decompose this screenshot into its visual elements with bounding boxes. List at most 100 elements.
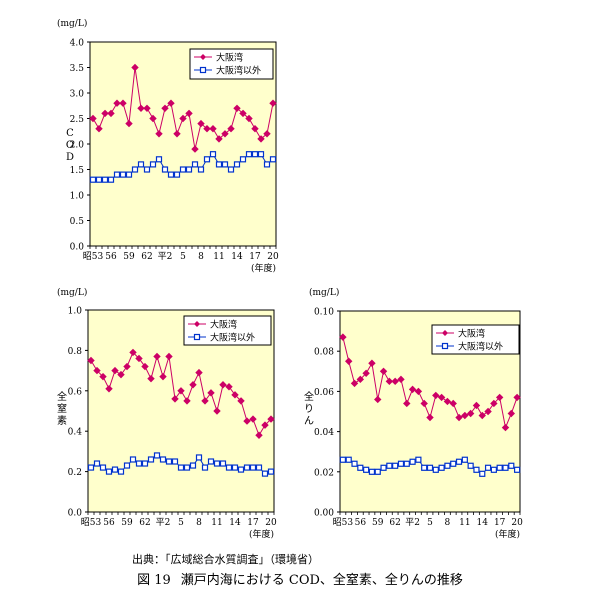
data-point (107, 176, 115, 183)
legend-label: 大阪湾 (458, 328, 485, 340)
data-point (426, 413, 434, 422)
legend-box (189, 48, 274, 80)
data-point (267, 415, 275, 423)
x-tick-label: 17 (249, 252, 261, 262)
data-point (107, 109, 115, 118)
legend-marker (442, 330, 448, 336)
data-point (89, 176, 97, 183)
x-tick-label: 59 (123, 252, 135, 262)
data-point (386, 462, 393, 469)
data-point (137, 104, 145, 113)
data-point (185, 109, 193, 118)
data-point (455, 458, 463, 465)
x-tick-label: 昭53 (83, 251, 104, 262)
data-point (161, 166, 169, 173)
data-point (239, 109, 247, 118)
data-point (131, 63, 139, 72)
data-point (490, 399, 498, 408)
data-point (117, 468, 125, 475)
data-point (89, 114, 97, 123)
data-point (261, 421, 269, 429)
data-point (203, 156, 211, 163)
data-point (155, 130, 163, 138)
x-tick-label: 昭53 (333, 517, 354, 528)
y-tick-label: 0.08 (314, 348, 334, 358)
data-point (443, 397, 452, 406)
data-point (237, 466, 245, 473)
data-point (350, 379, 359, 388)
y-axis-label-char: O (66, 140, 74, 151)
data-point (261, 470, 269, 477)
data-point (496, 464, 503, 471)
data-point (490, 466, 497, 473)
x-tick-label: 平2 (405, 517, 420, 528)
x-tick-label: 11 (459, 518, 470, 528)
y-axis-label-char: 窒 (57, 402, 67, 415)
x-tick-label: 62 (141, 252, 152, 262)
data-point (484, 464, 492, 471)
y-axis-label-char: り (304, 403, 314, 415)
data-point (119, 171, 127, 178)
x-unit-label: (年度) (495, 528, 520, 540)
data-point (125, 171, 133, 178)
data-point (129, 456, 137, 463)
data-point (221, 130, 229, 138)
legend-marker (193, 333, 201, 341)
data-point (215, 135, 223, 143)
data-point (345, 357, 353, 365)
y-axis-label-char: 全 (57, 390, 67, 403)
y-tick-label: 0.04 (314, 428, 334, 438)
data-point (143, 166, 151, 173)
data-point (191, 145, 199, 153)
legend-label: 大阪湾以外 (458, 341, 503, 353)
data-point (432, 391, 440, 400)
legend-label: 大阪湾 (216, 52, 243, 64)
data-point (437, 393, 446, 402)
data-point (113, 171, 121, 178)
data-point (339, 456, 347, 463)
data-point (243, 464, 251, 471)
legend-box (431, 324, 520, 355)
x-tick-label: 14 (231, 252, 243, 262)
data-point (105, 468, 113, 475)
data-point (111, 366, 119, 375)
data-point (153, 352, 161, 361)
data-point (380, 464, 387, 471)
data-point (231, 464, 239, 471)
y-unit-label: (mg/L) (57, 18, 87, 29)
data-point (502, 464, 509, 471)
data-point (147, 456, 155, 463)
data-point (473, 466, 480, 473)
y-axis-label-char: C (66, 128, 74, 139)
data-point (432, 466, 439, 473)
data-point (466, 409, 475, 418)
legend-label: 大阪湾以外 (210, 332, 255, 344)
data-point (263, 161, 271, 168)
data-point (141, 362, 149, 371)
legend-label: 大阪湾以外 (216, 65, 261, 77)
chart-tp: 0.00 0.02 0.04 0.06 0.08 0.10 昭53 56 59 62 平2 5 8 11 1… (304, 287, 523, 540)
legend-marker (441, 342, 449, 350)
data-point (93, 460, 101, 467)
data-point (426, 464, 434, 471)
data-point (356, 375, 365, 384)
data-point (263, 130, 271, 138)
legend-marker (194, 321, 200, 327)
legend-box (183, 315, 272, 346)
y-tick-label: 0.10 (314, 308, 334, 318)
data-point (409, 458, 416, 465)
y-axis-label-char: ん (304, 415, 314, 427)
x-tick-label: 56 (105, 252, 117, 262)
data-point (245, 151, 253, 158)
y-tick-label: 0.00 (314, 509, 334, 519)
data-point (171, 395, 179, 403)
data-point (149, 161, 157, 168)
data-point (183, 397, 191, 405)
data-point (449, 399, 457, 408)
data-point (99, 464, 107, 471)
x-tick-label: 59 (372, 518, 384, 528)
data-point (189, 462, 197, 469)
data-point (461, 456, 468, 463)
data-point (203, 124, 211, 133)
